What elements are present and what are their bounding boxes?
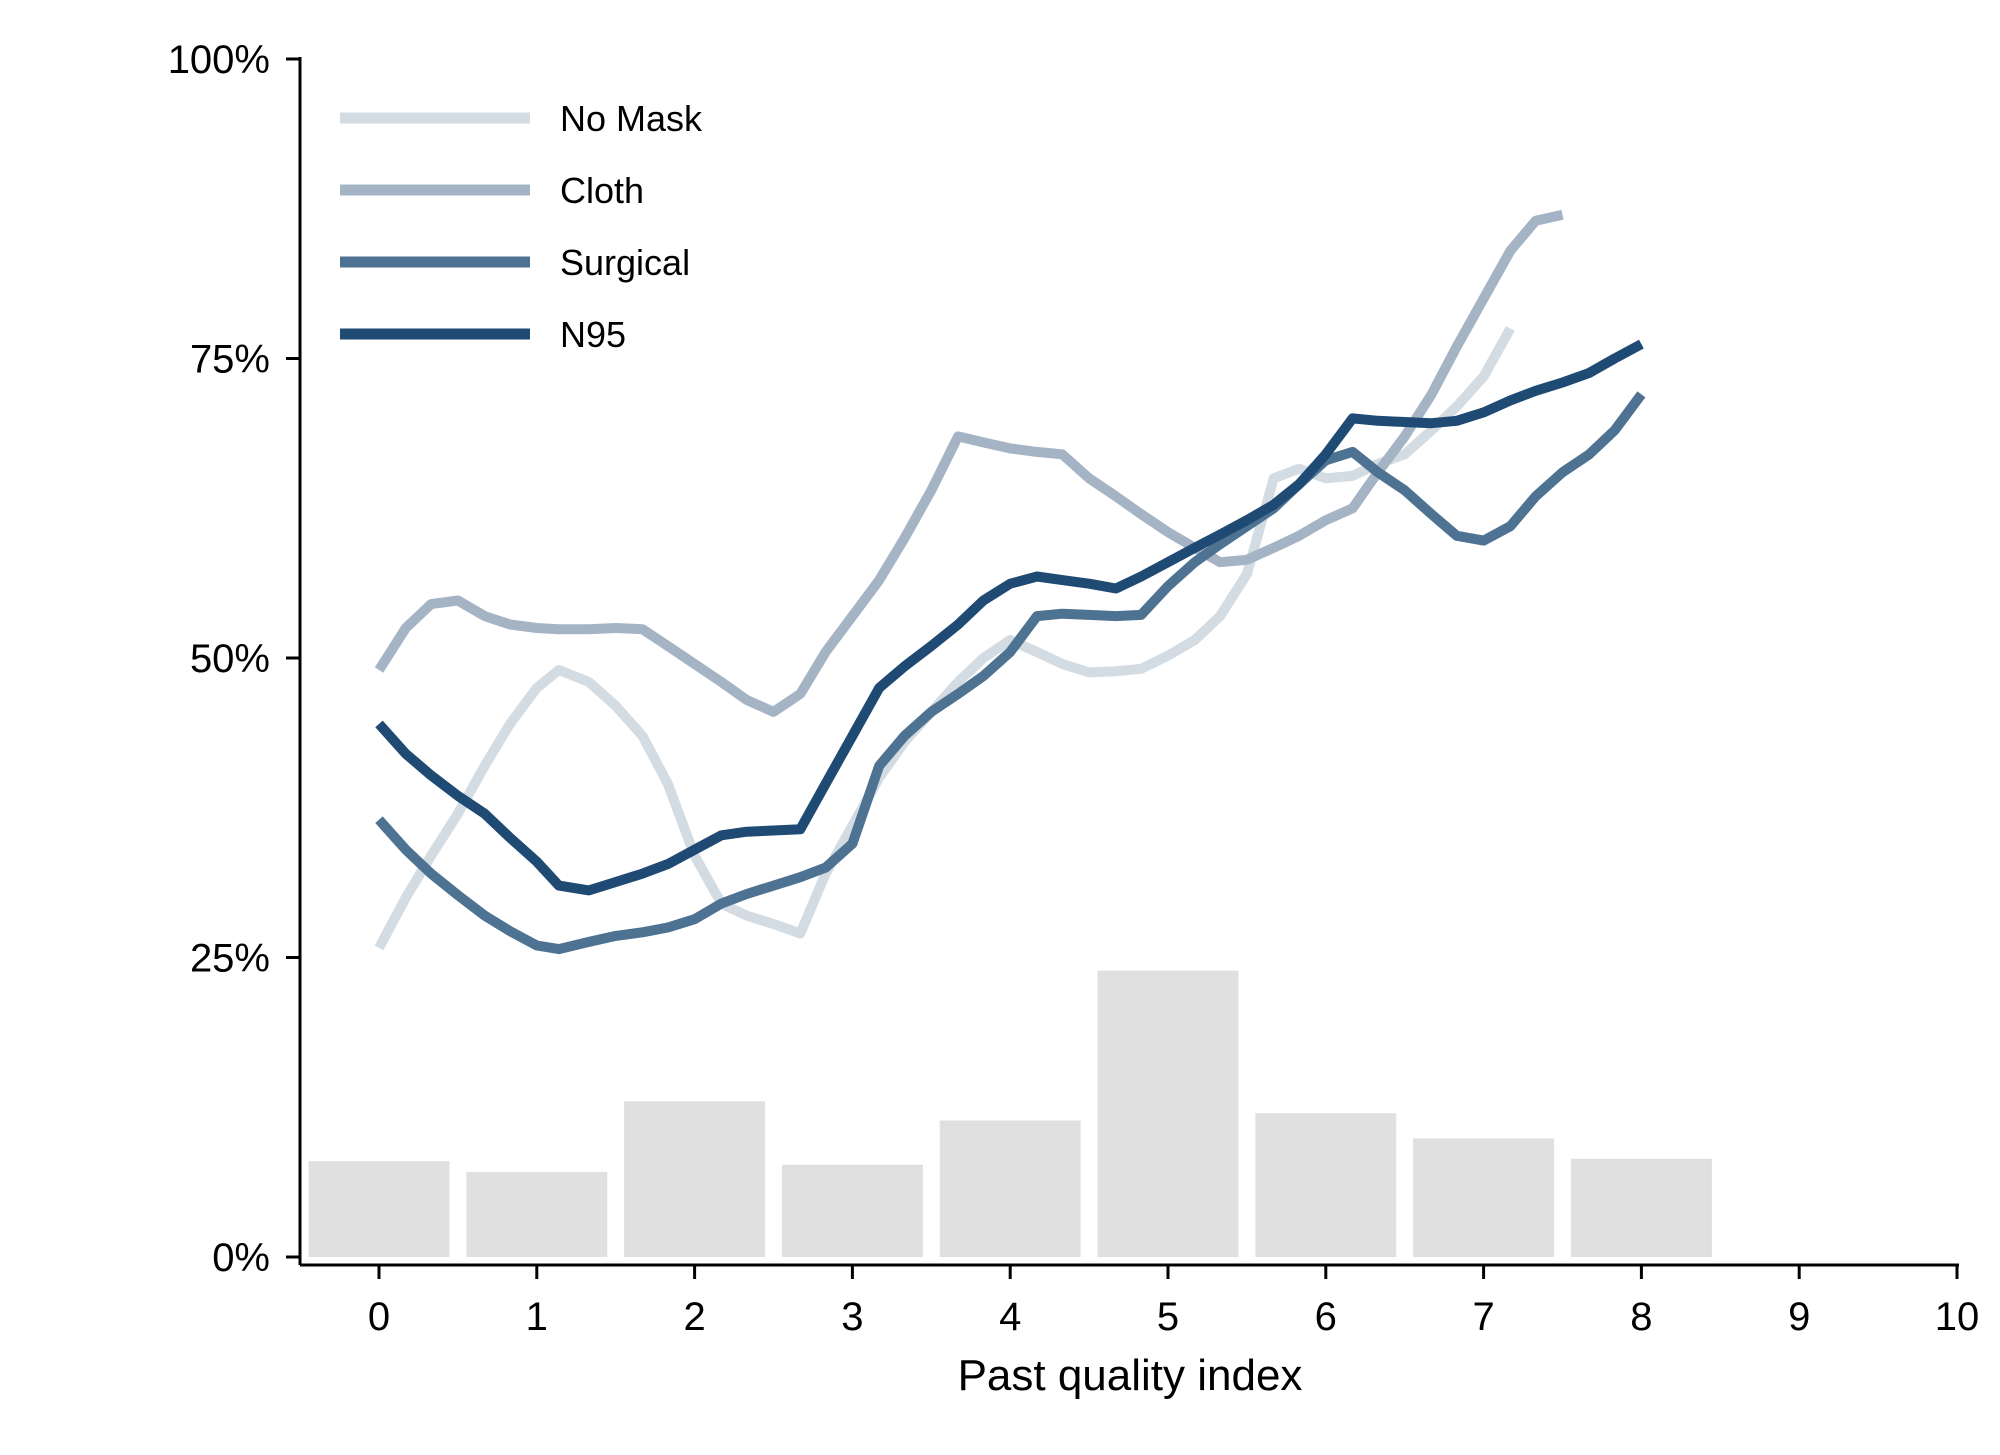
y-tick-label: 75% — [190, 338, 270, 382]
legend-label: N95 — [560, 314, 626, 355]
histogram-bar-3 — [781, 1164, 923, 1257]
series-line-cloth — [374, 209, 1564, 717]
x-tick-label: 4 — [999, 1295, 1021, 1339]
series-line-surgical — [375, 391, 1646, 955]
series-line-n95 — [375, 339, 1644, 896]
x-tick-label: 8 — [1630, 1295, 1652, 1339]
x-tick-label: 2 — [683, 1295, 705, 1339]
histogram-bar-1 — [466, 1171, 608, 1257]
histogram-bar-6 — [1255, 1113, 1397, 1257]
x-tick-label: 9 — [1788, 1295, 1810, 1339]
legend-label: Cloth — [560, 170, 644, 211]
legend: No Mask Cloth Surgical N95 — [340, 98, 703, 355]
y-tick-label: 0% — [212, 1236, 270, 1280]
legend-label: No Mask — [560, 98, 703, 139]
series-lines — [374, 209, 1646, 955]
histogram-bar-5 — [1097, 970, 1239, 1257]
y-tick-label: 25% — [190, 937, 270, 981]
histogram-bars — [308, 970, 1712, 1257]
x-tick-label: 0 — [368, 1295, 390, 1339]
y-axis-ticks: 0% 25% 50% 75% 100% — [168, 38, 300, 1280]
x-tick-label: 7 — [1472, 1295, 1494, 1339]
histogram-bar-7 — [1413, 1138, 1555, 1257]
legend-label: Surgical — [560, 242, 690, 283]
x-tick-label: 6 — [1315, 1295, 1337, 1339]
x-tick-label: 3 — [841, 1295, 863, 1339]
x-tick-label: 1 — [526, 1295, 548, 1339]
histogram-bar-0 — [308, 1161, 450, 1257]
y-tick-label: 100% — [168, 38, 270, 82]
y-tick-label: 50% — [190, 637, 270, 681]
histogram-bar-4 — [939, 1120, 1081, 1257]
x-tick-label: 5 — [1157, 1295, 1179, 1339]
x-axis-ticks: 0 1 2 3 4 5 6 7 8 9 10 — [368, 1265, 1979, 1339]
x-tick-label: 10 — [1935, 1295, 1980, 1339]
histogram-bar-2 — [624, 1101, 766, 1257]
axes: 0% 25% 50% 75% 100% 0 1 2 3 4 5 6 7 8 9 10 — [168, 38, 1980, 1339]
x-axis-title: Past quality index — [958, 1351, 1303, 1400]
histogram-bar-8 — [1570, 1158, 1712, 1257]
